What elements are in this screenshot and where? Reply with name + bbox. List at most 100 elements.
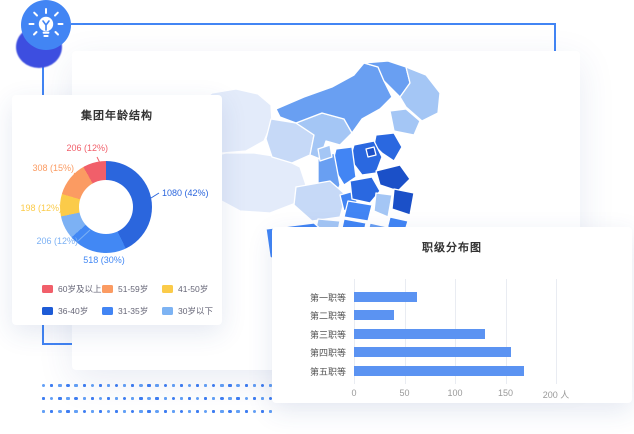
dot xyxy=(42,384,46,388)
dot xyxy=(260,410,265,414)
dot xyxy=(82,410,86,414)
dot xyxy=(163,384,167,388)
dot xyxy=(155,410,159,414)
bar-gridline xyxy=(505,279,507,384)
dot xyxy=(58,410,62,414)
dot xyxy=(82,397,86,401)
legend-swatch xyxy=(42,307,53,315)
dot xyxy=(90,384,94,388)
dot xyxy=(139,397,143,401)
legend-item: 30岁以下 xyxy=(162,305,222,317)
dot xyxy=(131,410,135,414)
donut-ring xyxy=(60,161,152,253)
decor-line-top xyxy=(71,23,556,52)
dot xyxy=(139,410,143,414)
badge-circle xyxy=(21,0,71,50)
dot xyxy=(106,384,111,388)
x-axis-tick: 200 人 xyxy=(542,390,570,400)
dot xyxy=(147,397,151,401)
dot xyxy=(220,384,224,388)
donut-label: 1080 (42%) xyxy=(162,188,209,198)
donut-label: 518 (30%) xyxy=(83,255,125,265)
map-province xyxy=(373,192,393,218)
bar xyxy=(354,365,524,376)
dot xyxy=(147,384,151,388)
x-axis-tick: 100 xyxy=(447,388,463,398)
dot xyxy=(204,397,208,401)
dot xyxy=(187,397,192,401)
dot xyxy=(268,384,273,388)
dot xyxy=(187,410,192,414)
dot xyxy=(114,384,119,388)
bar-gridline xyxy=(556,279,557,384)
legend-label: 51-59岁 xyxy=(118,284,149,294)
dot xyxy=(58,397,62,401)
age-legend: 60岁及以上 51-59岁 41-50岁 36-40岁 31-35岁 30岁以下 xyxy=(42,283,222,317)
donut-label: 198 (12%) xyxy=(20,203,62,213)
dot xyxy=(163,410,167,414)
dot xyxy=(42,397,46,401)
dot xyxy=(252,384,256,388)
bar-category: 第五职等 xyxy=(309,366,346,377)
x-axis-tick: 150 xyxy=(497,388,514,398)
dot xyxy=(106,397,111,401)
bar xyxy=(354,347,511,358)
x-axis-tick: 50 xyxy=(399,388,410,398)
x-axis-tick: 0 xyxy=(351,388,357,398)
dot xyxy=(123,384,127,388)
dot xyxy=(58,384,62,388)
legend-item: 41-50岁 xyxy=(162,283,222,295)
map-province xyxy=(365,146,377,158)
dot xyxy=(106,410,111,414)
dot xyxy=(98,384,103,388)
dot xyxy=(220,397,224,401)
dot xyxy=(179,397,184,401)
dot xyxy=(268,410,273,414)
map-province xyxy=(399,66,441,122)
dot xyxy=(147,410,151,414)
dot xyxy=(195,397,200,401)
dot xyxy=(228,397,232,401)
dot xyxy=(252,397,256,401)
idea-badge xyxy=(0,0,90,84)
dot xyxy=(155,384,159,388)
dot xyxy=(98,397,103,401)
dot xyxy=(98,410,103,414)
legend-label: 60岁及以上 xyxy=(58,284,102,294)
donut-label: 206 (12%) xyxy=(66,143,108,153)
dot xyxy=(195,384,200,388)
legend-item: 31-35岁 xyxy=(102,305,162,317)
dot xyxy=(244,410,248,414)
dot xyxy=(74,397,78,401)
dot xyxy=(179,410,184,414)
dot xyxy=(131,397,135,401)
dot xyxy=(228,384,232,388)
bar-category: 第一职等 xyxy=(309,292,346,303)
rank-card-title: 职级分布图 xyxy=(422,242,482,254)
dot xyxy=(74,384,78,388)
dot xyxy=(139,384,143,388)
dot xyxy=(204,384,208,388)
legend-swatch xyxy=(102,285,113,293)
bar-category: 第四职等 xyxy=(309,348,346,359)
dot xyxy=(74,410,78,414)
dot xyxy=(179,384,184,388)
age-card-title: 集团年龄结构 xyxy=(81,110,153,122)
dot xyxy=(260,384,265,388)
dot xyxy=(42,410,46,414)
legend-label: 31-35岁 xyxy=(118,306,149,316)
map-province xyxy=(275,62,393,134)
dot xyxy=(171,410,175,414)
dot xyxy=(171,384,175,388)
dot xyxy=(90,397,94,401)
bar-category: 第三职等 xyxy=(309,329,346,340)
map-province xyxy=(293,180,347,222)
map-province xyxy=(343,200,373,222)
map-province xyxy=(391,188,415,216)
dot xyxy=(90,410,94,414)
legend-swatch xyxy=(42,285,53,293)
bar-category: 第二职等 xyxy=(309,311,346,322)
age-structure-card: 集团年龄结构 206 (12%) 308 (15%) 198 (12%) 206… xyxy=(12,95,222,325)
dot xyxy=(244,397,248,401)
